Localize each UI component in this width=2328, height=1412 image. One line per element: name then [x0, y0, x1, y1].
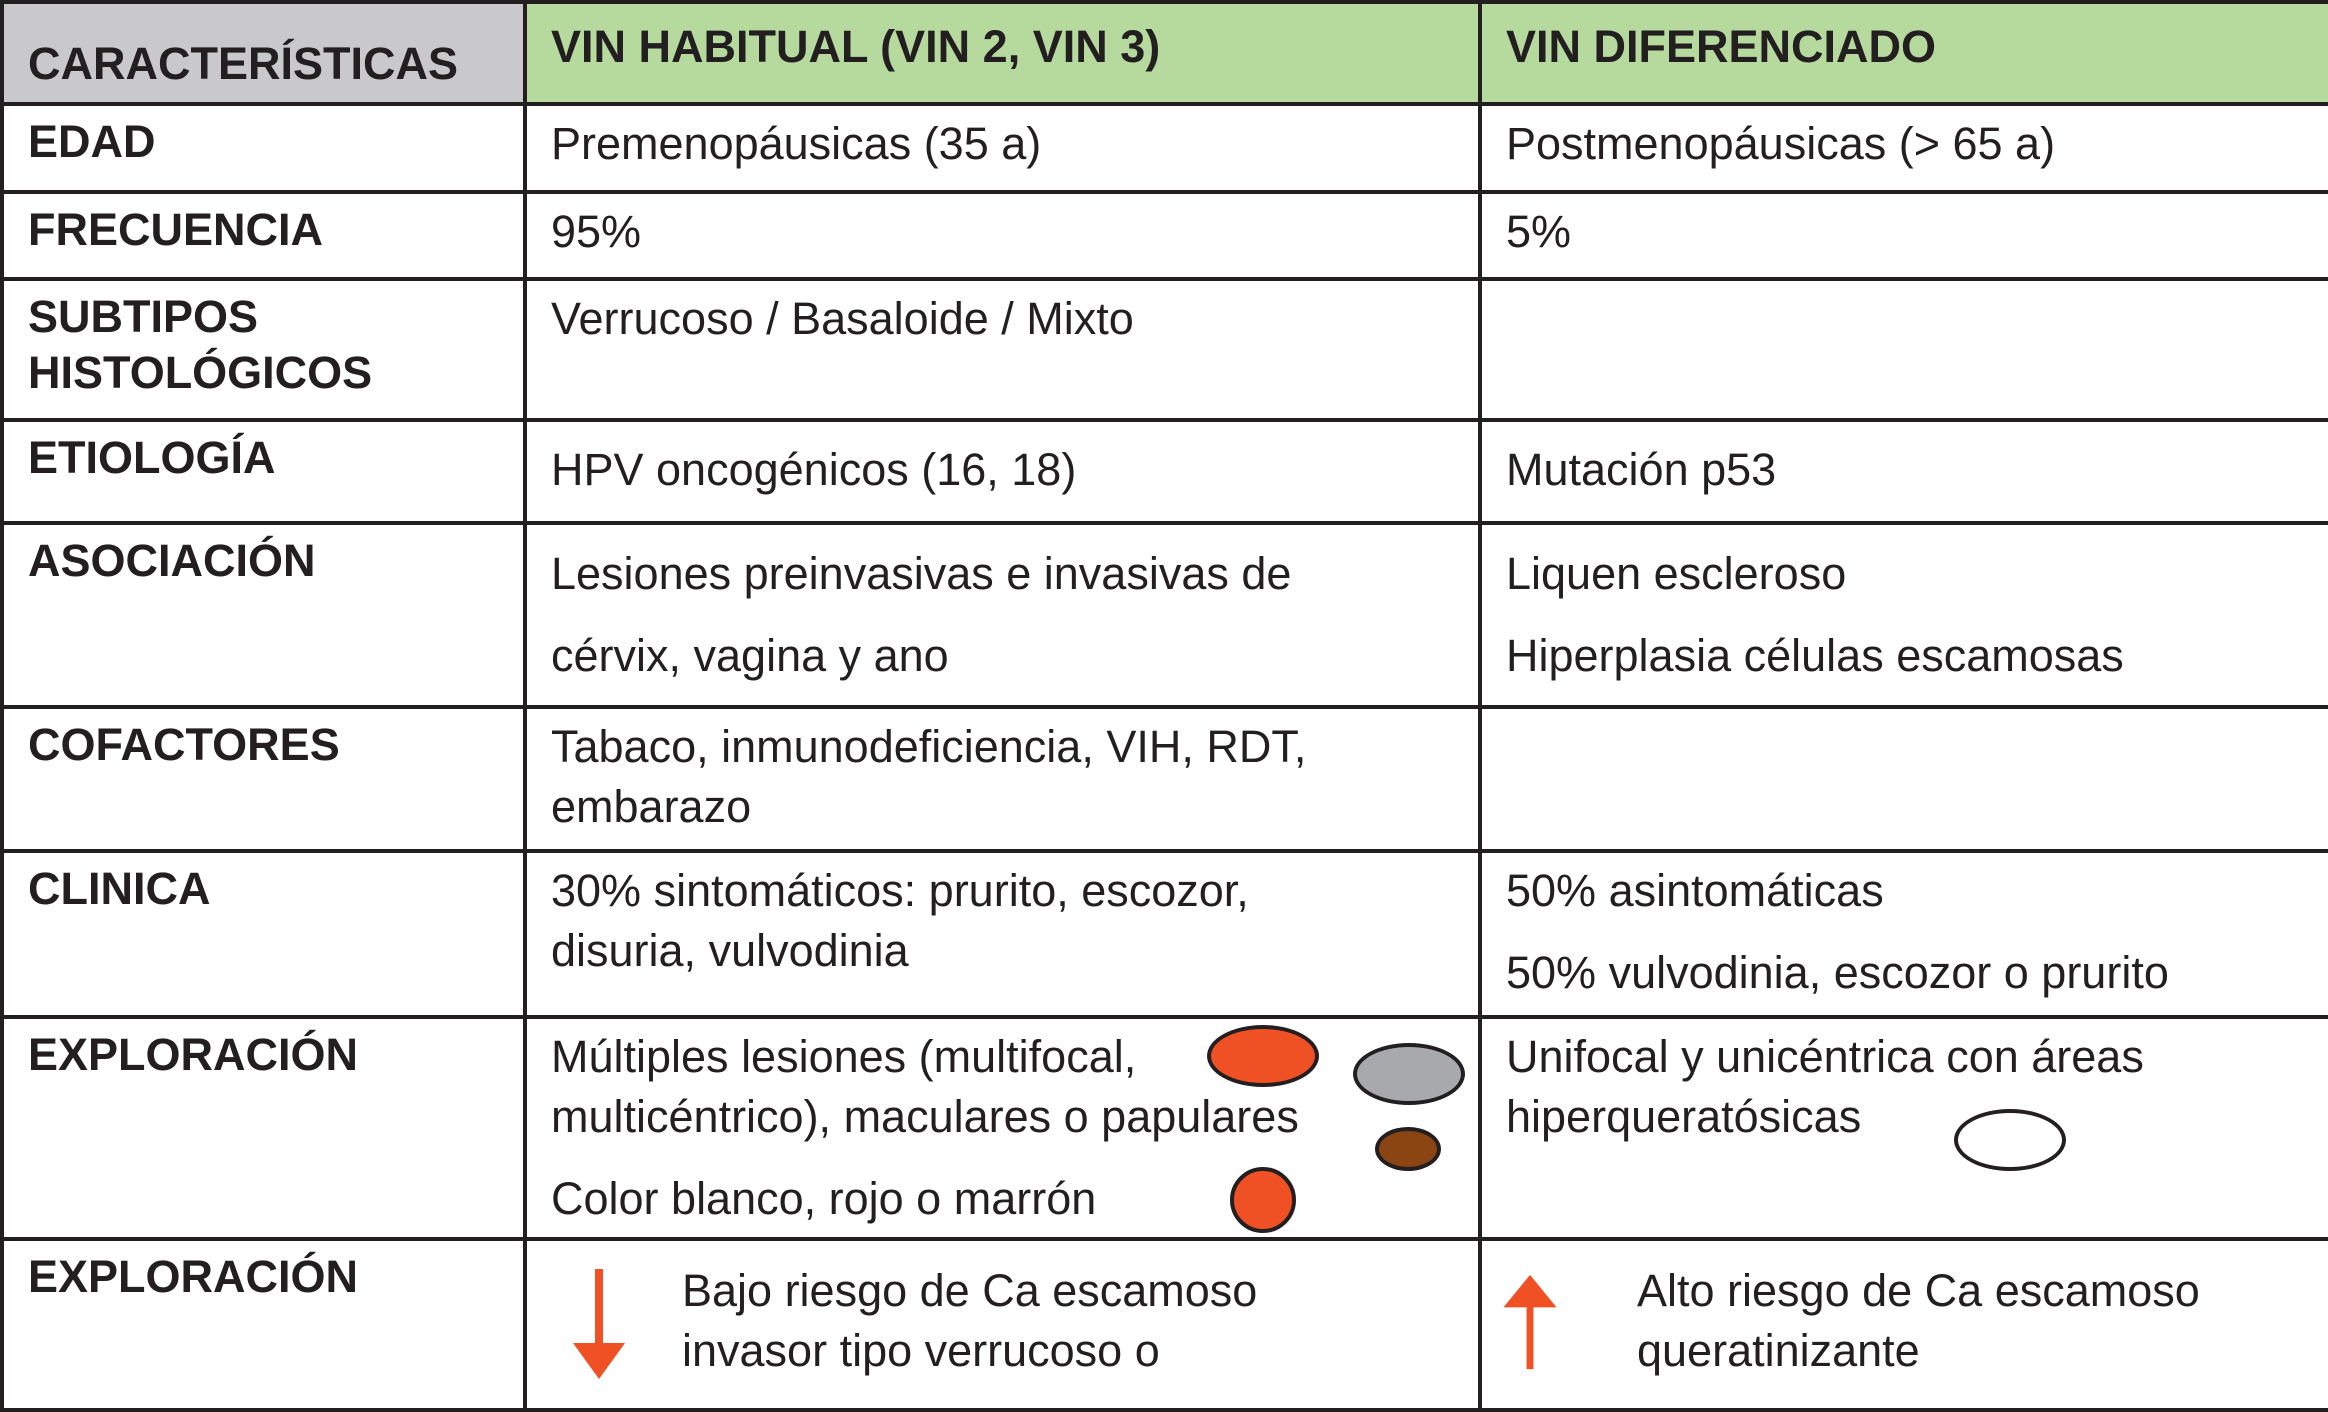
gray-lesion-icon	[1353, 1043, 1465, 1105]
table-row: FRECUENCIA 95% 5%	[0, 190, 2328, 281]
table-row: EDAD Premenopáusicas (35 a) Postmenopáus…	[0, 102, 2328, 194]
table-row: ASOCIACIÓN Lesiones preinvasivas e invas…	[0, 521, 2328, 709]
risk-text: Bajo riesgo de Ca escamoso invasor tipo v…	[682, 1265, 1258, 1376]
habitual-cell: Premenopáusicas (35 a)	[523, 102, 1482, 194]
table-row: COFACTORES Tabaco, inmunodeficiencia, VI…	[0, 705, 2328, 853]
cell-text: Color blanco, rojo o marrón	[551, 1173, 1097, 1224]
cell-text: Postmenopáusicas (> 65 a)	[1506, 118, 2056, 169]
cell-text: Mutación p53	[1506, 444, 1777, 495]
row-label: SUBTIPOS HISTOLÓGICOS	[0, 277, 527, 422]
diferenciado-cell	[1478, 705, 2328, 853]
habitual-cell: Lesiones preinvasivas e invasivas de cérv…	[523, 521, 1482, 709]
header-vin-habitual: VIN HABITUAL (VIN 2, VIN 3)	[523, 0, 1482, 106]
label-text: COFACTORES	[28, 719, 340, 770]
diferenciado-cell: Mutación p53	[1478, 418, 2328, 525]
cell-text: 30% sintomáticos: prurito, escozor,	[551, 865, 1249, 916]
diferenciado-cell: Alto riesgo de Ca escamoso queratinizante	[1478, 1237, 2328, 1412]
cell-text: cérvix, vagina y ano	[551, 630, 949, 681]
white-lesion-icon	[1954, 1109, 2066, 1171]
cell-text: Premenopáusicas (35 a)	[551, 118, 1042, 169]
diferenciado-cell: Liquen escleroso Hiperplasia células esca…	[1478, 521, 2328, 709]
habitual-cell: Múltiples lesiones (multifocal, multicént…	[523, 1015, 1482, 1241]
header-caracteristicas: CARACTERÍSTICAS	[0, 0, 527, 106]
habitual-cell: 95%	[523, 190, 1482, 281]
diferenciado-cell: Unifocal y unicéntrica con áreas hiperque…	[1478, 1015, 2328, 1241]
row-label: FRECUENCIA	[0, 190, 527, 281]
cell-text: 5%	[1506, 206, 1572, 257]
diferenciado-cell: 5%	[1478, 190, 2328, 281]
cell-text: 50% vulvodinia, escozor o prurito	[1506, 947, 2169, 998]
label-text: HISTOLÓGICOS	[28, 347, 373, 398]
cell-text: Múltiples lesiones (multifocal,	[551, 1031, 1137, 1082]
label-text: EXPLORACIÓN	[28, 1029, 359, 1080]
cell-text: Verrucoso / Basaloide / Mixto	[551, 293, 1134, 344]
cell-text: HPV oncogénicos (16, 18)	[551, 444, 1077, 495]
arrow-up-icon	[1503, 1274, 1557, 1370]
arrow-down-icon	[573, 1269, 625, 1379]
label-text: ETIOLOGÍA	[28, 432, 276, 483]
label-text: CLINICA	[28, 863, 211, 914]
row-label: EDAD	[0, 102, 527, 194]
habitual-cell: Bajo riesgo de Ca escamoso invasor tipo v…	[523, 1237, 1482, 1412]
row-label: COFACTORES	[0, 705, 527, 853]
cell-text: Lesiones preinvasivas e invasivas de	[551, 548, 1292, 599]
cell-text: 95%	[551, 206, 642, 257]
risk-text: Alto riesgo de Ca escamoso queratinizante	[1637, 1265, 2200, 1376]
table-row: ETIOLOGÍA HPV oncogénicos (16, 18) Mutac…	[0, 418, 2328, 525]
cell-text: Liquen escleroso	[1506, 548, 1847, 599]
table-row: CLINICA 30% sintomáticos: prurito, escoz…	[0, 849, 2328, 1019]
cell-text: hiperqueratósicas	[1506, 1091, 1862, 1142]
table-row: EXPLORACIÓN Múltiples lesiones (multifoc…	[0, 1015, 2328, 1241]
label-text: EXPLORACIÓN	[28, 1251, 359, 1302]
cell-text: Tabaco, inmunodeficiencia, VIH, RDT,	[551, 721, 1307, 772]
red-round-lesion-icon	[1230, 1167, 1296, 1233]
cell-text: Unifocal y unicéntrica con áreas	[1506, 1031, 2144, 1082]
cell-text: Hiperplasia células escamosas	[1506, 630, 2124, 681]
diferenciado-cell: Postmenopáusicas (> 65 a)	[1478, 102, 2328, 194]
cell-text: multicéntrico), maculares o papulares	[551, 1091, 1299, 1142]
row-label: EXPLORACIÓN	[0, 1237, 527, 1412]
label-text: FRECUENCIA	[28, 204, 324, 255]
brown-lesion-icon	[1375, 1127, 1441, 1171]
cell-text: 50% asintomáticas	[1506, 865, 1884, 916]
habitual-cell: 30% sintomáticos: prurito, escozor, disur…	[523, 849, 1482, 1019]
cell-text: embarazo	[551, 781, 752, 832]
row-label: ASOCIACIÓN	[0, 521, 527, 709]
label-text: ASOCIACIÓN	[28, 535, 316, 586]
label-text: SUBTIPOS	[28, 291, 259, 342]
table-row: EXPLORACIÓN Bajo riesgo de Ca escamoso in…	[0, 1237, 2328, 1412]
table-row: SUBTIPOS HISTOLÓGICOS Verrucoso / Basaloi…	[0, 277, 2328, 422]
diferenciado-cell: 50% asintomáticas 50% vulvodinia, escozor…	[1478, 849, 2328, 1019]
red-lesion-icon	[1207, 1025, 1319, 1087]
habitual-cell: Verrucoso / Basaloide / Mixto	[523, 277, 1482, 422]
habitual-cell: Tabaco, inmunodeficiencia, VIH, RDT, emba…	[523, 705, 1482, 853]
cell-text: disuria, vulvodinia	[551, 925, 909, 976]
header-vin-diferenciado: VIN DIFERENCIADO	[1478, 0, 2328, 106]
row-label: EXPLORACIÓN	[0, 1015, 527, 1241]
row-label: CLINICA	[0, 849, 527, 1019]
diferenciado-cell	[1478, 277, 2328, 422]
row-label: ETIOLOGÍA	[0, 418, 527, 525]
header-row: CARACTERÍSTICAS VIN HABITUAL (VIN 2, VIN…	[0, 0, 2328, 106]
habitual-cell: HPV oncogénicos (16, 18)	[523, 418, 1482, 525]
label-text: EDAD	[28, 116, 156, 167]
